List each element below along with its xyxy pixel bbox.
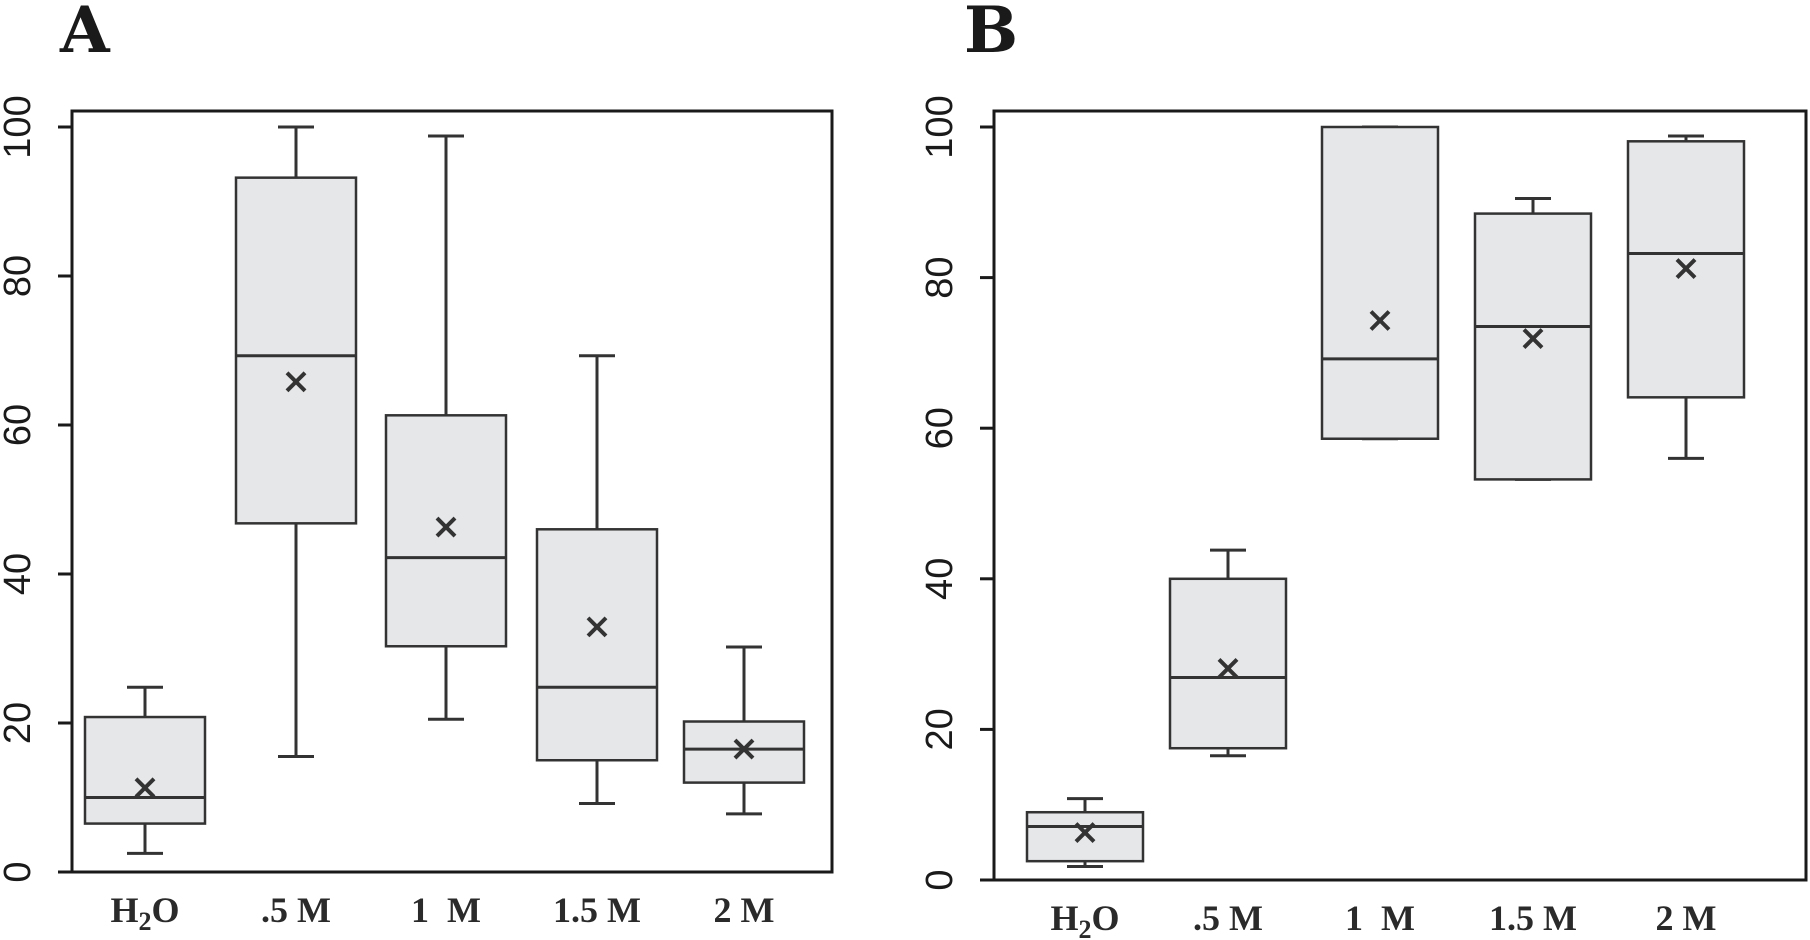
box-2 (1168, 548, 1288, 758)
box-iqr (83, 715, 207, 825)
x-tick-label: 1.5 M (553, 890, 641, 930)
mean-marker-stroke (435, 516, 457, 538)
mean-marker-stroke (1522, 328, 1544, 350)
mean-marker-stroke (586, 616, 608, 638)
mean-marker (586, 616, 608, 638)
mean-marker (1217, 657, 1239, 679)
box-5 (1626, 134, 1746, 460)
box-1 (83, 685, 207, 855)
box-3 (384, 134, 508, 721)
y-tick-label: 60 (919, 407, 961, 449)
x-tick-label: .5 M (261, 890, 331, 930)
x-tick-label: H2O (1050, 898, 1119, 940)
mean-marker (285, 371, 307, 393)
y-tick-label: 60 (0, 404, 39, 446)
x-tick-label: 1.5 M (1489, 898, 1577, 938)
box-iqr (535, 528, 659, 762)
mean-marker-stroke (1217, 657, 1239, 679)
y-tick-label: 0 (919, 869, 961, 890)
box-iqr (682, 720, 806, 784)
x-tick-label: 1 M (411, 890, 481, 930)
panel-label: B (964, 0, 1018, 68)
box-iqr (1168, 577, 1288, 750)
mean-marker (733, 738, 755, 760)
y-tick-label: 80 (0, 255, 39, 297)
plot-frame (992, 109, 1808, 882)
x-tick-label: 2 M (714, 890, 775, 930)
plot-frame (70, 109, 834, 874)
mean-marker (1522, 328, 1544, 350)
mean-marker-stroke (1369, 310, 1391, 331)
mean-marker-stroke (1675, 258, 1697, 279)
y-tick-label: 40 (0, 553, 39, 595)
panel-a: A 0 20 40 60 80 100 H2O .5 M 1 M 1.5 M 2 M (0, 0, 834, 936)
box-3 (1320, 125, 1440, 441)
mean-marker-stroke (134, 777, 156, 799)
box-1 (1025, 797, 1145, 868)
mean-marker-stroke (285, 371, 307, 393)
mean-marker (1369, 310, 1391, 331)
box-iqr (1320, 125, 1440, 440)
mean-marker (1074, 822, 1096, 843)
mean-marker (435, 516, 457, 538)
box-4 (535, 354, 659, 805)
mean-marker-stroke (1074, 822, 1096, 843)
x-tick-label: 2 M (1656, 898, 1717, 938)
y-tick-label: 100 (0, 95, 39, 158)
box-iqr (1473, 212, 1593, 481)
box-iqr (1025, 810, 1145, 863)
x-tick-label: 1 M (1345, 898, 1415, 938)
box-4 (1473, 197, 1593, 481)
box-5 (682, 645, 806, 816)
box-iqr (234, 176, 358, 525)
y-tick-label: 40 (919, 558, 961, 600)
mean-marker-stroke (733, 738, 755, 760)
panel-b: B 0 20 40 60 80 100 H2O .5 M 1 M 1.5 M 2 M (919, 0, 1808, 940)
y-tick-label: 80 (919, 256, 961, 298)
mean-marker (1675, 258, 1697, 279)
box-iqr (384, 414, 508, 648)
box-2 (234, 125, 358, 759)
y-tick-label: 100 (919, 95, 961, 158)
panel-label: A (59, 0, 111, 68)
mean-marker (134, 777, 156, 799)
x-tick-label: H2O (110, 890, 179, 936)
y-tick-label: 0 (0, 861, 39, 882)
x-tick-label: .5 M (1193, 898, 1263, 938)
y-tick-label: 20 (0, 702, 39, 744)
y-tick-label: 20 (919, 708, 961, 750)
